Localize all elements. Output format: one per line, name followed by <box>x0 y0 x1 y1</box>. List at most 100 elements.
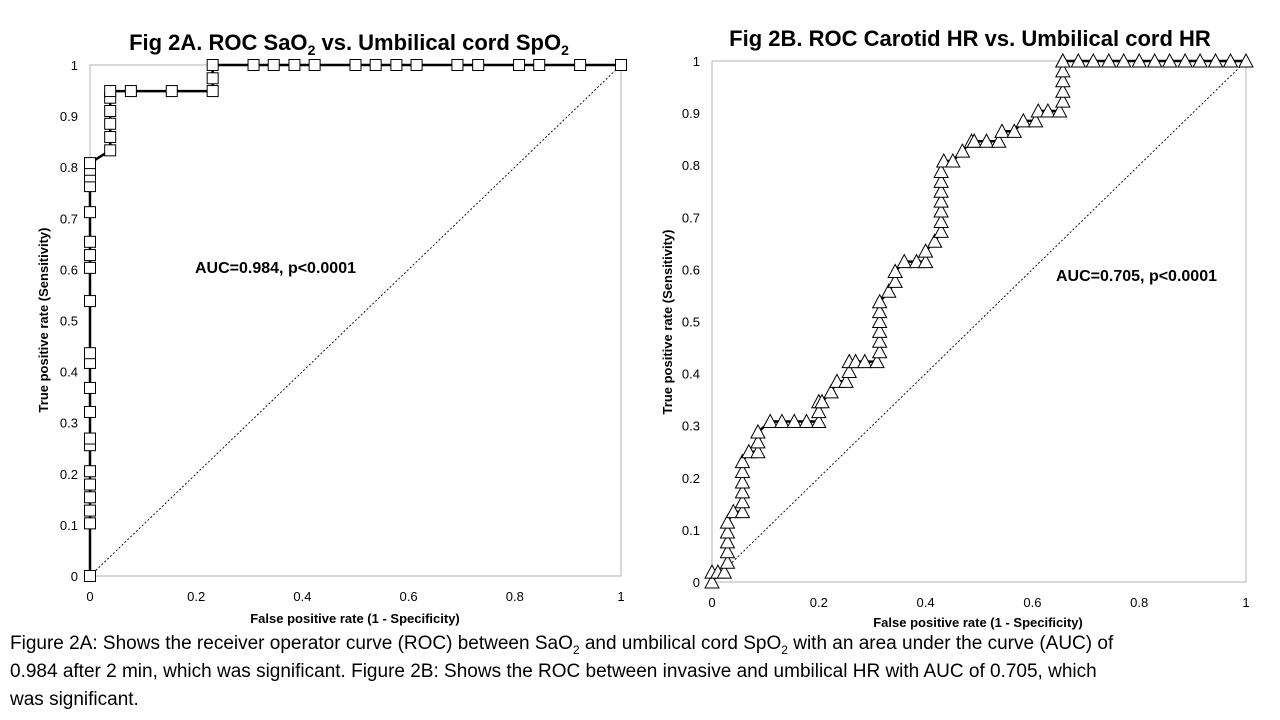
chart-2b-x-tick-label: 0.4 <box>917 595 935 610</box>
chart-2a-data-point <box>349 59 362 71</box>
chart-2b-data-point <box>1055 62 1071 78</box>
chart-2b-data-point <box>734 503 751 519</box>
chart-2a-data-point <box>84 295 96 308</box>
chart-2b-data-point <box>917 253 934 269</box>
chart-2b-data-point <box>1161 52 1178 68</box>
chart-2a-data-point <box>206 72 219 85</box>
chart-2b-data-point <box>1085 52 1102 68</box>
chart-2b-data-point <box>810 413 827 429</box>
chart-2b-data-point <box>887 263 903 278</box>
chart-2a-data-point <box>288 59 301 71</box>
chart-2b-data-point <box>1051 102 1068 118</box>
chart-2b-data-point <box>1055 52 1071 68</box>
chart-2a: Fig 2A. ROC SaO2 vs. Umbilical cord SpO2… <box>36 30 627 626</box>
chart-2a-y-ticks: 0 0.1 0.2 0.3 0.4 0.5 0.6 0.7 0.8 0.9 1 <box>60 58 78 584</box>
chart-2b-data-point <box>1131 52 1148 68</box>
chart-2a-data-point <box>165 85 178 98</box>
chart-2a-markers <box>84 59 627 582</box>
chart-2b-data-point <box>887 273 903 288</box>
chart-2b-data-point <box>1222 52 1239 68</box>
chart-2a-y-tick-label: 0.3 <box>60 416 78 431</box>
chart-2b-data-point <box>926 233 943 248</box>
chart-2a-y-tick-label: 1 <box>71 58 78 73</box>
figure-caption: Figure 2A: Shows the receiver operator c… <box>10 630 1272 714</box>
chart-2b-data-point <box>716 564 733 579</box>
caption-line-1: Figure 2A: Shows the receiver operator c… <box>10 633 1114 657</box>
chart-2b-data-point <box>966 133 983 148</box>
chart-2b-data-point <box>880 283 897 298</box>
chart-2b-data-point <box>1040 102 1056 118</box>
chart-2b-y-tick-label: 0.5 <box>682 315 700 330</box>
chart-2b-y-tick-label: 0.3 <box>682 419 700 434</box>
chart-2b-data-point <box>786 413 803 429</box>
chart-2b: Fig 2B. ROC Carotid HR vs. Umbilical cor… <box>660 26 1254 630</box>
chart-2a-data-point <box>451 59 464 71</box>
chart-2a-data-point <box>410 59 423 71</box>
chart-2b-data-point <box>871 343 888 359</box>
caption-line-2: 0.984 after 2 min, which was significant… <box>10 661 1097 682</box>
chart-2a-data-point <box>267 59 280 71</box>
chart-2b-data-point <box>734 493 751 509</box>
chart-2a-data-point <box>84 491 96 504</box>
chart-2a-x-tick-label: 0.4 <box>293 589 311 604</box>
chart-2b-y-tick-label: 1 <box>693 54 700 69</box>
chart-2a-data-point <box>247 59 260 71</box>
chart-2b-reference-line <box>711 60 1247 583</box>
chart-2b-data-point <box>734 463 751 479</box>
chart-2b-data-point <box>871 323 888 338</box>
chart-2b-data-point <box>994 123 1010 138</box>
chart-2a-data-point <box>84 249 96 262</box>
chart-2b-data-point <box>719 554 736 569</box>
chart-2a-y-tick-label: 0.7 <box>60 211 78 226</box>
chart-2a-data-point <box>472 59 485 71</box>
chart-2b-data-point <box>1015 112 1032 128</box>
chart-2a-data-point <box>84 157 96 170</box>
chart-2b-x-axis-label: False positive rate (1 - Specificity) <box>873 615 1083 630</box>
chart-2a-y-tick-label: 0.4 <box>60 365 78 380</box>
chart-2b-data-point <box>933 223 949 238</box>
chart-2a-roc-line <box>88 63 621 576</box>
chart-2b-data-point <box>719 533 736 549</box>
chart-2b-y-tick-label: 0.9 <box>682 106 700 121</box>
chart-2a-data-point <box>84 504 96 517</box>
chart-2b-data-point <box>1192 52 1208 68</box>
chart-2a-auc-annotation: AUC=0.984, p<0.0001 <box>195 260 356 277</box>
chart-2a-data-point <box>84 347 96 360</box>
chart-2b-y-tick-label: 0.1 <box>682 523 700 538</box>
chart-2b-data-point <box>1070 52 1087 68</box>
chart-2b-data-point <box>944 152 961 168</box>
chart-2b-chance-diagonal <box>711 60 1247 583</box>
chart-2b-x-tick-label: 1 <box>1242 595 1249 610</box>
chart-2b-y-ticks: 0 0.1 0.2 0.3 0.4 0.5 0.6 0.7 0.8 0.9 1 <box>682 54 700 590</box>
chart-2b-data-point <box>1030 102 1047 118</box>
chart-2b-data-point <box>933 183 949 198</box>
chart-2b-data-point <box>838 373 854 388</box>
chart-2a-data-point <box>124 85 137 98</box>
chart-2b-title: Fig 2B. ROC Carotid HR vs. Umbilical cor… <box>729 26 1211 51</box>
chart-2a-title: Fig 2A. ROC SaO2 vs. Umbilical cord SpO2 <box>129 30 569 58</box>
chart-2b-data-point <box>823 383 839 399</box>
chart-2b-data-point <box>719 514 736 529</box>
chart-2b-data-point <box>734 473 751 489</box>
chart-2b-data-point <box>1027 112 1044 128</box>
chart-2b-data-point <box>750 433 766 449</box>
chart-2b-x-tick-label: 0.8 <box>1130 595 1148 610</box>
chart-2a-x-axis-label: False positive rate (1 - Specificity) <box>250 611 460 626</box>
chart-2b-x-tick-label: 0 <box>708 595 715 610</box>
chart-2b-data-point <box>1177 52 1193 68</box>
chart-2a-data-point <box>84 206 96 219</box>
chart-2a-data-point <box>104 144 117 157</box>
chart-2a-data-point <box>104 85 117 98</box>
chart-2b-data-point <box>841 363 858 379</box>
chart-2b-data-point <box>1055 93 1071 108</box>
chart-2b-data-point <box>871 333 888 348</box>
chart-2b-data-point <box>750 443 766 459</box>
chart-2a-data-point <box>369 59 382 71</box>
chart-2b-data-point <box>933 163 949 178</box>
chart-2a-data-point <box>104 117 117 130</box>
caption-line-3: was significant. <box>10 689 139 710</box>
chart-2b-x-tick-label: 0.6 <box>1023 595 1041 610</box>
chart-2a-y-tick-label: 0.6 <box>60 262 78 277</box>
chart-2a-data-point <box>104 104 117 117</box>
chart-2b-data-point <box>896 253 913 269</box>
